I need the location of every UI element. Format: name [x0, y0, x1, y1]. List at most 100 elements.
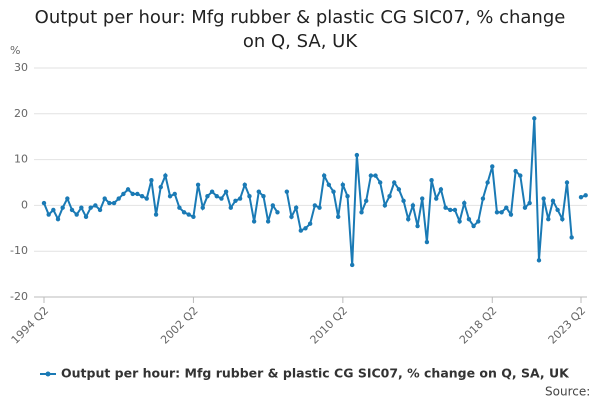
- point: [443, 205, 448, 210]
- point: [163, 173, 168, 178]
- point: [364, 198, 369, 204]
- point: [121, 191, 126, 197]
- point: [177, 205, 182, 210]
- chart-title: Output per hour: Mfg rubber & plastic CG…: [34, 7, 566, 52]
- point: [490, 164, 495, 169]
- point: [532, 116, 537, 121]
- point: [569, 235, 574, 240]
- point: [504, 205, 509, 210]
- point: [247, 194, 252, 199]
- x-tick-label: 2010 Q2: [308, 304, 351, 347]
- point: [144, 196, 149, 201]
- point: [415, 223, 420, 229]
- point: [438, 187, 444, 192]
- series-line: [285, 118, 573, 266]
- point: [153, 212, 159, 217]
- point: [476, 219, 481, 224]
- point: [83, 214, 89, 220]
- point: [284, 189, 290, 194]
- point: [555, 207, 560, 213]
- point: [317, 205, 322, 210]
- point: [406, 216, 411, 222]
- point: [340, 182, 346, 187]
- x-tick-label: 2018 Q2: [457, 304, 500, 347]
- point: [578, 194, 584, 200]
- point: [471, 223, 476, 229]
- point: [41, 200, 47, 206]
- point: [307, 221, 313, 226]
- point: [335, 214, 341, 220]
- point: [111, 200, 117, 206]
- point: [298, 228, 304, 233]
- x-tick-label: 1994 Q2: [9, 304, 52, 347]
- point: [513, 168, 518, 174]
- x-tick-label: 2002 Q2: [158, 304, 201, 347]
- point: [55, 216, 61, 222]
- point: [256, 189, 261, 194]
- point: [209, 189, 215, 194]
- point: [186, 212, 191, 217]
- point: [60, 205, 65, 210]
- point: [499, 210, 504, 215]
- point: [424, 239, 430, 245]
- point: [321, 173, 327, 178]
- point: [396, 187, 402, 192]
- point: [518, 173, 523, 178]
- point: [181, 210, 187, 215]
- point: [88, 205, 93, 210]
- point: [583, 193, 588, 198]
- point: [345, 194, 350, 199]
- point: [116, 196, 121, 201]
- point: [228, 205, 233, 210]
- point: [546, 216, 551, 222]
- point: [401, 198, 406, 204]
- point: [448, 207, 453, 213]
- source: Source:: [545, 385, 590, 399]
- point: [51, 207, 56, 213]
- point: [359, 210, 364, 215]
- point: [149, 178, 154, 183]
- point: [392, 180, 397, 185]
- point: [326, 182, 332, 187]
- point: [485, 180, 490, 185]
- point: [93, 203, 98, 208]
- point: [457, 219, 462, 224]
- point: [69, 207, 75, 213]
- point: [265, 219, 271, 224]
- x-tick-label: 2023 Q2: [546, 304, 589, 347]
- point: [378, 180, 383, 185]
- point: [139, 194, 145, 199]
- point: [242, 182, 247, 187]
- point: [125, 187, 131, 192]
- point: [420, 196, 425, 201]
- legend-marker: [45, 371, 51, 377]
- point: [466, 216, 472, 222]
- point: [237, 196, 243, 201]
- point: [270, 203, 276, 208]
- point: [373, 173, 378, 178]
- y-tick-label: 10: [14, 153, 28, 166]
- legend-label: Output per hour: Mfg rubber & plastic CG…: [61, 366, 570, 381]
- point: [349, 262, 355, 268]
- point: [303, 226, 308, 231]
- point: [167, 194, 173, 199]
- point: [65, 196, 70, 201]
- point: [312, 203, 318, 208]
- point: [102, 196, 107, 201]
- point: [527, 200, 532, 206]
- point: [191, 214, 196, 220]
- point: [275, 210, 280, 215]
- point: [200, 205, 205, 210]
- y-tick-label: 20: [14, 107, 28, 120]
- point: [354, 152, 360, 158]
- y-tick-label: 30: [14, 61, 28, 74]
- point: [97, 207, 103, 213]
- y-tick-label: -20: [10, 290, 28, 303]
- point: [219, 196, 224, 201]
- point: [79, 205, 84, 210]
- point: [251, 219, 257, 224]
- point: [550, 198, 556, 204]
- point: [410, 203, 416, 208]
